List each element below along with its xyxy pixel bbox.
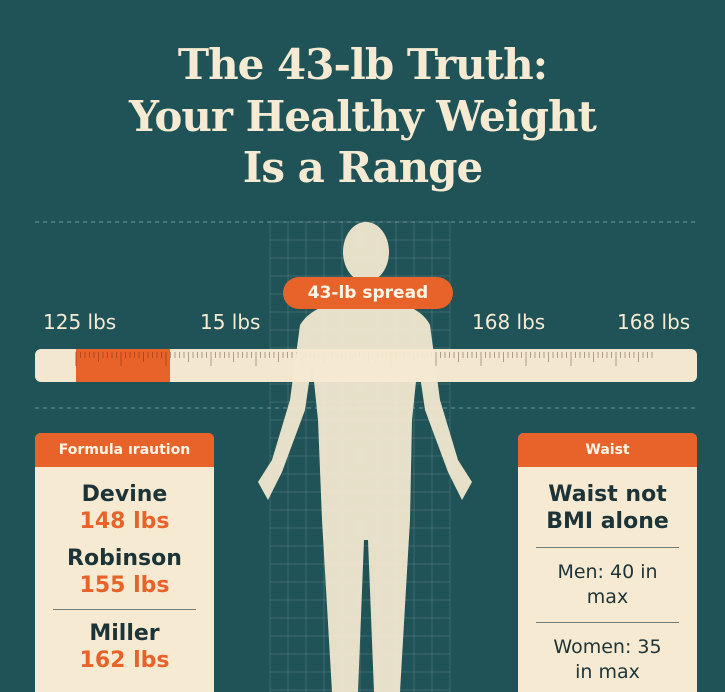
ruler-label: 168 lbs (617, 310, 691, 334)
formula-name: Robinson (67, 546, 182, 571)
separator (53, 609, 196, 610)
ruler-range (76, 349, 170, 382)
title-line: The 43-lb Truth: (177, 40, 548, 89)
waist-note: Men: 40 in max (557, 561, 658, 608)
ruler-label: 125 lbs (43, 310, 117, 334)
ruler-label: 15 lbs (200, 310, 261, 334)
formula-value: 162 lbs (79, 648, 170, 673)
formula-name: Devine (81, 482, 168, 507)
spread-badge: 43-lb spread (283, 277, 453, 309)
title-line: Your Healthy Weight (129, 92, 597, 141)
formula-value: 155 lbs (79, 573, 170, 598)
waist-headline: Waist not BMI alone (546, 482, 669, 534)
ruler-label: 168 lbs (472, 310, 546, 334)
waist-card: Waist Waist not BMI alone Men: 40 in max… (518, 433, 697, 692)
card-header: Waist (518, 433, 697, 467)
formula-card: Formula ıraution Devine 148 lbs Robinson… (35, 433, 214, 692)
formula-value: 148 lbs (79, 509, 170, 534)
waist-note: Women: 35 in max (553, 636, 662, 683)
card-header: Formula ıraution (35, 433, 214, 467)
human-figure (258, 222, 472, 692)
formula-name: Miller (89, 621, 160, 646)
separator (536, 547, 679, 548)
separator (536, 622, 679, 623)
title-line: Is a Range (242, 143, 483, 192)
